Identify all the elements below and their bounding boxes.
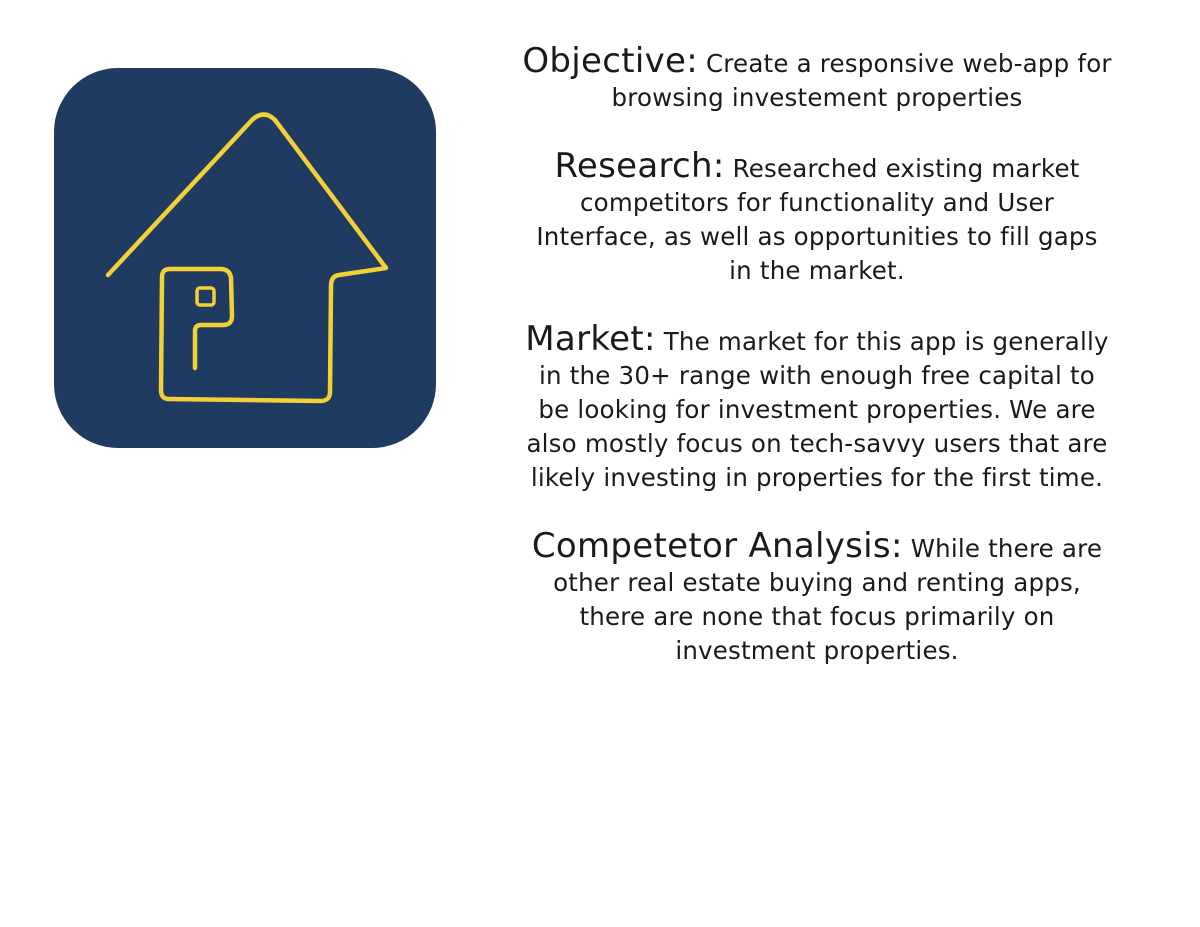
market-section: Market: The market for this app is gener… bbox=[522, 322, 1112, 495]
objective-heading: Objective: bbox=[522, 41, 698, 81]
app-logo bbox=[54, 68, 436, 448]
objective-text: Create a responsive web-app for browsing… bbox=[611, 49, 1112, 112]
house-p-logo-icon bbox=[105, 112, 389, 404]
research-section: Research: Researched existing market com… bbox=[522, 149, 1112, 288]
market-text: The market for this app is generally in … bbox=[526, 327, 1109, 492]
competitor-analysis-heading: Competetor Analysis: bbox=[531, 526, 903, 566]
project-overview: Objective: Create a responsive web-app f… bbox=[522, 44, 1112, 702]
competitor-analysis-text: While there are other real estate buying… bbox=[553, 534, 1103, 665]
research-text: Researched existing market competitors f… bbox=[536, 154, 1098, 285]
competitor-analysis-section: Competetor Analysis: While there are oth… bbox=[522, 529, 1112, 668]
market-heading: Market: bbox=[525, 319, 656, 359]
objective-section: Objective: Create a responsive web-app f… bbox=[522, 44, 1112, 115]
research-heading: Research: bbox=[554, 146, 725, 186]
